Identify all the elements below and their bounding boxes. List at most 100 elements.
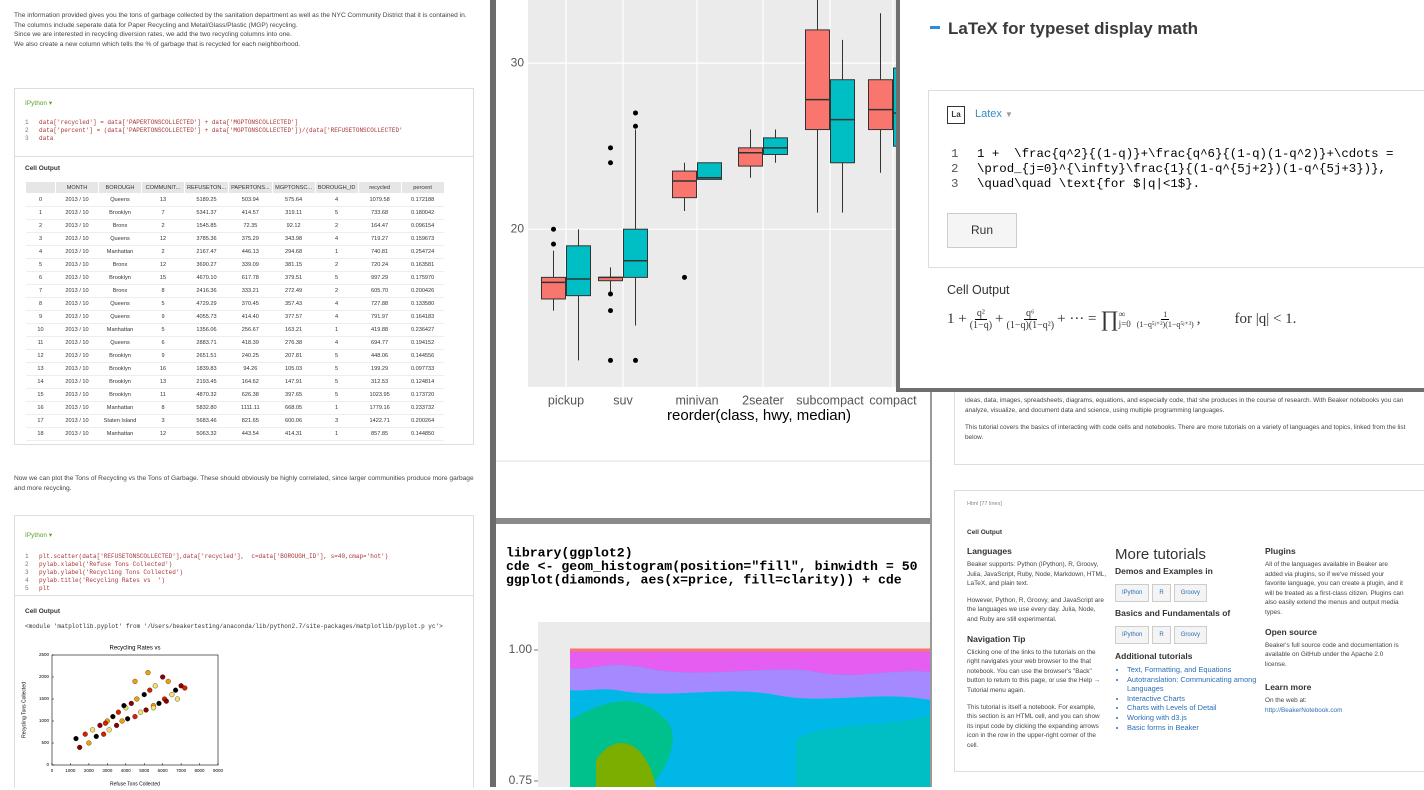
- table-cell: 333.21: [228, 284, 273, 298]
- line-number: 1: [25, 553, 29, 560]
- table-row: 5 2013 / 10 Bronx 12 3690.27 339.09 381.15 2 720…: [25, 258, 445, 272]
- tutorial-link[interactable]: Working with d3.js: [1127, 713, 1257, 723]
- paragraph: ideas, data, images, spreadsheets, diagr…: [965, 397, 1404, 414]
- output-label: Cell Output: [25, 608, 61, 615]
- right-bottom-panel: ideas, data, images, spreadsheets, diagr…: [930, 392, 1424, 787]
- paragraph: However, Python, R, Groovy, and JavaScri…: [967, 596, 1104, 623]
- point: [115, 709, 121, 715]
- table-cell: 377.57: [272, 310, 316, 324]
- table-cell: Queens: [98, 193, 142, 207]
- table-cell: 503.94: [228, 193, 273, 207]
- table-cell: 8: [141, 284, 185, 298]
- outlier: [608, 308, 613, 314]
- table-cell: Bronx: [98, 258, 142, 272]
- point: [145, 670, 151, 676]
- table-cell: 6: [141, 336, 185, 350]
- table-cell: Bronx: [98, 219, 142, 233]
- code-line: 3 data: [25, 135, 403, 143]
- language-button[interactable]: R: [1152, 626, 1171, 644]
- tutorial-link[interactable]: Basic forms in Beaker: [1127, 723, 1257, 733]
- code-line: 3 pylab.ylabel('Recycling Tons Collected'…: [25, 569, 388, 577]
- point: [86, 740, 92, 746]
- table-cell: 3785.36: [184, 232, 229, 246]
- code-text: data['recycled'] = data['PAPERTONSCOLLEC…: [39, 119, 299, 126]
- table-cell: 2013 / 10: [55, 245, 99, 259]
- table-cell: 164.62: [228, 375, 273, 389]
- point: [137, 709, 144, 715]
- table-cell: 13: [141, 375, 185, 389]
- collapse-toggle[interactable]: [930, 26, 940, 29]
- table-cell: 13: [25, 362, 56, 376]
- line-number: 3: [25, 569, 29, 576]
- header-cell: COMMUNIT...: [141, 181, 185, 194]
- table-cell: 15: [25, 388, 56, 402]
- language-button[interactable]: IPython: [1115, 584, 1150, 602]
- table-cell: 1545.85: [184, 219, 229, 233]
- fill-region: [596, 742, 656, 787]
- point: [173, 687, 179, 693]
- table-cell: 605.70: [358, 284, 402, 298]
- table-cell: 2013 / 10: [55, 206, 99, 220]
- table-row: 3 2013 / 10 Queens 12 3785.36 375.29 343.98 4 71…: [25, 232, 445, 246]
- table-cell: 5: [315, 349, 359, 363]
- language-button[interactable]: Groovy: [1173, 626, 1208, 644]
- code-cell: IPython ▾ 1 data['recycled'] = data['PAPE…: [14, 88, 474, 158]
- cell-header: Html [77 lines]: [967, 501, 1002, 507]
- table-cell: 256.67: [228, 323, 273, 337]
- table-cell: 339.09: [228, 258, 273, 272]
- heading: Plugins: [1265, 546, 1296, 556]
- table-cell: 1: [315, 323, 359, 337]
- table-cell: 719.27: [358, 232, 402, 246]
- table-cell: 3: [25, 232, 56, 246]
- point: [132, 714, 138, 720]
- header-cell: [25, 181, 56, 194]
- intro-box: ideas, data, images, spreadsheets, diagr…: [954, 392, 1424, 465]
- table-cell: 2193.45: [184, 375, 229, 389]
- code-text: plt.scatter(data['REFUSETONSCOLLECTED'],…: [39, 553, 389, 560]
- table-cell: 3690.27: [184, 258, 229, 272]
- tutorial-link[interactable]: Autotranslation: Communicating among Lan…: [1127, 675, 1257, 694]
- table-cell: 2883.71: [184, 336, 229, 350]
- table-cell: 16: [141, 362, 185, 376]
- link[interactable]: http://BeakerNotebook.com: [1265, 706, 1343, 714]
- code-line: library(ggplot2): [506, 545, 633, 560]
- run-button[interactable]: Run: [947, 213, 1017, 248]
- point: [160, 674, 166, 680]
- table-cell: Queens: [98, 297, 142, 311]
- point: [114, 722, 120, 728]
- language-button[interactable]: IPython: [1115, 626, 1150, 644]
- language-button[interactable]: R: [1152, 584, 1171, 602]
- tutorial-link[interactable]: Charts with Levels of Detail: [1127, 703, 1257, 713]
- table-cell: 4: [315, 336, 359, 350]
- dataframe: MONTH BOROUGH COMMUNIT... REFUSETON... PAPER…: [25, 181, 445, 441]
- header-cell: recycled: [357, 181, 402, 194]
- lower-limit: j=0: [1118, 319, 1131, 329]
- tutorial-link[interactable]: Interactive Charts: [1127, 694, 1257, 704]
- language-menu[interactable]: Latex ▼: [975, 108, 1013, 120]
- table-cell: 4870.32: [184, 388, 229, 402]
- cell-language[interactable]: IPython ▾: [25, 100, 53, 107]
- cell-language[interactable]: IPython ▾: [25, 532, 53, 539]
- x-tick-label: minivan: [675, 393, 718, 407]
- product: ∏: [1100, 306, 1119, 331]
- point: [182, 685, 188, 691]
- fill-region: [570, 650, 930, 675]
- table-cell: 294.68: [272, 245, 316, 259]
- point: [77, 744, 83, 750]
- paragraph: Beaker supports: Python (IPython), R, Gr…: [967, 561, 1107, 588]
- table-cell: 2013 / 10: [55, 349, 99, 363]
- paragraph: Clicking one of the links to the tutoria…: [967, 648, 1101, 694]
- language-button[interactable]: Groovy: [1173, 584, 1208, 602]
- table-cell: 5: [141, 297, 185, 311]
- table-row: 2 2013 / 10 Bronx 2 1545.85 72.35 92.12 2 164.47…: [25, 219, 445, 233]
- y-tick-label: 20: [511, 221, 525, 235]
- table-cell: 105.03: [272, 362, 316, 376]
- table-cell: 147.91: [272, 375, 316, 389]
- table-cell: 14: [25, 375, 56, 389]
- table-cell: 733.68: [358, 206, 402, 220]
- table-cell: 1839.83: [184, 362, 229, 376]
- line-number: 1: [25, 119, 29, 126]
- table-cell: 414.40: [228, 310, 273, 324]
- tutorial-link[interactable]: Text, Formatting, and Equations: [1127, 665, 1257, 675]
- table-cell: Manhattan: [98, 323, 142, 337]
